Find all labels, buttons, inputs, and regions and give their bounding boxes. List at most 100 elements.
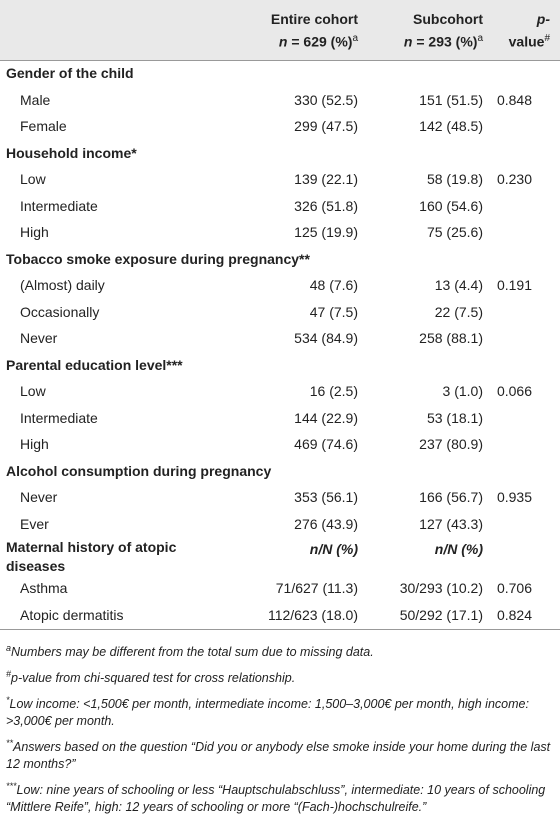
data-row: Never 534 (84.9) 258 (88.1) bbox=[0, 326, 560, 353]
sub-value: 166 (56.7) bbox=[419, 489, 483, 506]
section-empty bbox=[487, 538, 560, 576]
header-sup: # bbox=[544, 33, 550, 44]
row-label: Never bbox=[20, 330, 58, 347]
row-label: Asthma bbox=[20, 580, 68, 597]
section-row: Maternal history of atopic diseases n/N (… bbox=[0, 538, 560, 576]
header-title: Entire cohort bbox=[270, 11, 358, 27]
footnote-mark: # bbox=[6, 668, 12, 679]
p-value: 0.066 bbox=[496, 383, 532, 400]
section-row: Household income* bbox=[0, 140, 560, 167]
table-body: Gender of the child Male 330 (52.5) 151 (51… bbox=[0, 60, 560, 630]
entire-value: 48 (7.6) bbox=[309, 277, 358, 294]
p-empty bbox=[487, 299, 560, 326]
footnote-mark: *** bbox=[6, 781, 17, 792]
row-label: (Almost) daily bbox=[20, 277, 105, 294]
p-empty bbox=[487, 220, 560, 247]
entire-value: 112/623 (18.0) bbox=[215, 602, 362, 630]
header-title: Subcohort bbox=[413, 11, 483, 27]
sub-value: 50/292 (17.1) bbox=[362, 602, 487, 630]
entire-value: 71/627 (11.3) bbox=[275, 580, 358, 597]
header-p-rest: value bbox=[508, 33, 545, 50]
sub-value: 160 (54.6) bbox=[419, 197, 483, 214]
p-empty bbox=[487, 432, 560, 459]
data-row: Female 299 (47.5) 142 (48.5) bbox=[0, 114, 560, 141]
p-value: 0.935 bbox=[496, 489, 532, 506]
entire-value: 276 (43.9) bbox=[294, 515, 358, 532]
p-empty bbox=[487, 193, 560, 220]
sub-value: 75 (25.6) bbox=[426, 224, 483, 241]
table-header: Entire cohort n = 629 (%)a Subcohort n = 2… bbox=[0, 0, 560, 61]
sub-value: 22 (7.5) bbox=[434, 303, 483, 320]
section-title: Maternal history of atopic diseases bbox=[6, 538, 177, 574]
footnote-mark: ** bbox=[6, 738, 14, 749]
sub-value: 127 (43.3) bbox=[419, 515, 483, 532]
row-label: Atopic dermatitis bbox=[0, 602, 215, 630]
entire-value: 353 (56.1) bbox=[294, 489, 358, 506]
footnotes: aNumbers may be different from the total… bbox=[0, 630, 560, 817]
data-row: Occasionally 47 (7.5) 22 (7.5) bbox=[0, 299, 560, 326]
footnote: **Answers based on the question “Did you… bbox=[6, 735, 554, 773]
section-title: Parental education level*** bbox=[6, 356, 183, 373]
footnote-text: Answers based on the question “Did you o… bbox=[6, 740, 551, 772]
footnote: *Low income: <1,500€ per month, intermed… bbox=[6, 692, 554, 730]
header-n: n bbox=[403, 33, 413, 50]
sub-value: 30/293 (10.2) bbox=[399, 580, 483, 597]
p-value: 0.191 bbox=[496, 277, 532, 294]
data-row: Low 139 (22.1) 58 (19.8) 0.230 bbox=[0, 167, 560, 194]
entire-value: 16 (2.5) bbox=[309, 383, 358, 400]
header-entire: Entire cohort n = 629 (%)a bbox=[215, 0, 362, 61]
row-label: High bbox=[20, 436, 49, 453]
row-label: Low bbox=[20, 383, 46, 400]
header-sup: a bbox=[477, 33, 483, 44]
section-row: Alcohol consumption during pregnancy bbox=[0, 458, 560, 485]
header-p: p-value# bbox=[487, 0, 560, 61]
data-row: High 125 (19.9) 75 (25.6) bbox=[0, 220, 560, 247]
header-sup: a bbox=[352, 33, 358, 44]
p-empty bbox=[487, 511, 560, 538]
entire-value: 330 (52.5) bbox=[294, 91, 358, 108]
sub-value: 53 (18.1) bbox=[426, 409, 483, 426]
entire-value: 299 (47.5) bbox=[294, 118, 358, 135]
section-row: Gender of the child bbox=[0, 60, 560, 87]
section-title: Alcohol consumption during pregnancy bbox=[6, 462, 272, 479]
footnote-text: Low income: <1,500€ per month, intermedi… bbox=[6, 697, 529, 729]
section-title: Household income* bbox=[6, 144, 137, 161]
row-label: Female bbox=[20, 118, 67, 135]
row-label: Intermediate bbox=[20, 197, 98, 214]
row-label: Intermediate bbox=[20, 409, 98, 426]
data-row: Atopic dermatitis 112/623 (18.0) 50/292 (1… bbox=[0, 602, 560, 630]
p-empty bbox=[487, 326, 560, 353]
data-row: (Almost) daily 48 (7.6) 13 (4.4) 0.191 bbox=[0, 273, 560, 300]
data-row: Male 330 (52.5) 151 (51.5) 0.848 bbox=[0, 87, 560, 114]
data-row: Asthma 71/627 (11.3) 30/293 (10.2) 0.706 bbox=[0, 576, 560, 603]
header-n-value: = 293 (%) bbox=[412, 33, 478, 50]
entire-value: 469 (74.6) bbox=[294, 436, 358, 453]
footnote: #p-value from chi-squared test for cross… bbox=[6, 666, 554, 687]
footnote: ***Low: nine years of schooling or less … bbox=[6, 778, 554, 816]
p-value: 0.706 bbox=[496, 580, 532, 597]
sub-value: 13 (4.4) bbox=[434, 277, 483, 294]
data-table: Entire cohort n = 629 (%)a Subcohort n = 2… bbox=[0, 0, 560, 630]
row-label: High bbox=[20, 224, 49, 241]
header-empty bbox=[0, 0, 215, 61]
p-empty bbox=[487, 114, 560, 141]
p-value: 0.230 bbox=[496, 171, 532, 188]
footnote-mark: a bbox=[6, 642, 12, 653]
sub-value: 258 (88.1) bbox=[419, 330, 483, 347]
section-row: Parental education level*** bbox=[0, 352, 560, 379]
entire-value: 326 (51.8) bbox=[294, 197, 358, 214]
data-row: Low 16 (2.5) 3 (1.0) 0.066 bbox=[0, 379, 560, 406]
p-empty bbox=[487, 405, 560, 432]
row-label: Occasionally bbox=[20, 303, 100, 320]
data-row: High 469 (74.6) 237 (80.9) bbox=[0, 432, 560, 459]
data-row: Intermediate 144 (22.9) 53 (18.1) bbox=[0, 405, 560, 432]
data-row: Ever 276 (43.9) 127 (43.3) bbox=[0, 511, 560, 538]
footnote-text: Low: nine years of schooling or less “Ha… bbox=[6, 783, 546, 815]
row-label: Low bbox=[20, 171, 46, 188]
footnote: aNumbers may be different from the total… bbox=[6, 640, 554, 661]
sub-value: 58 (19.8) bbox=[426, 171, 483, 188]
footnote-text: Numbers may be different from the total … bbox=[11, 644, 374, 659]
data-row: Intermediate 326 (51.8) 160 (54.6) bbox=[0, 193, 560, 220]
data-row: Never 353 (56.1) 166 (56.7) 0.935 bbox=[0, 485, 560, 512]
